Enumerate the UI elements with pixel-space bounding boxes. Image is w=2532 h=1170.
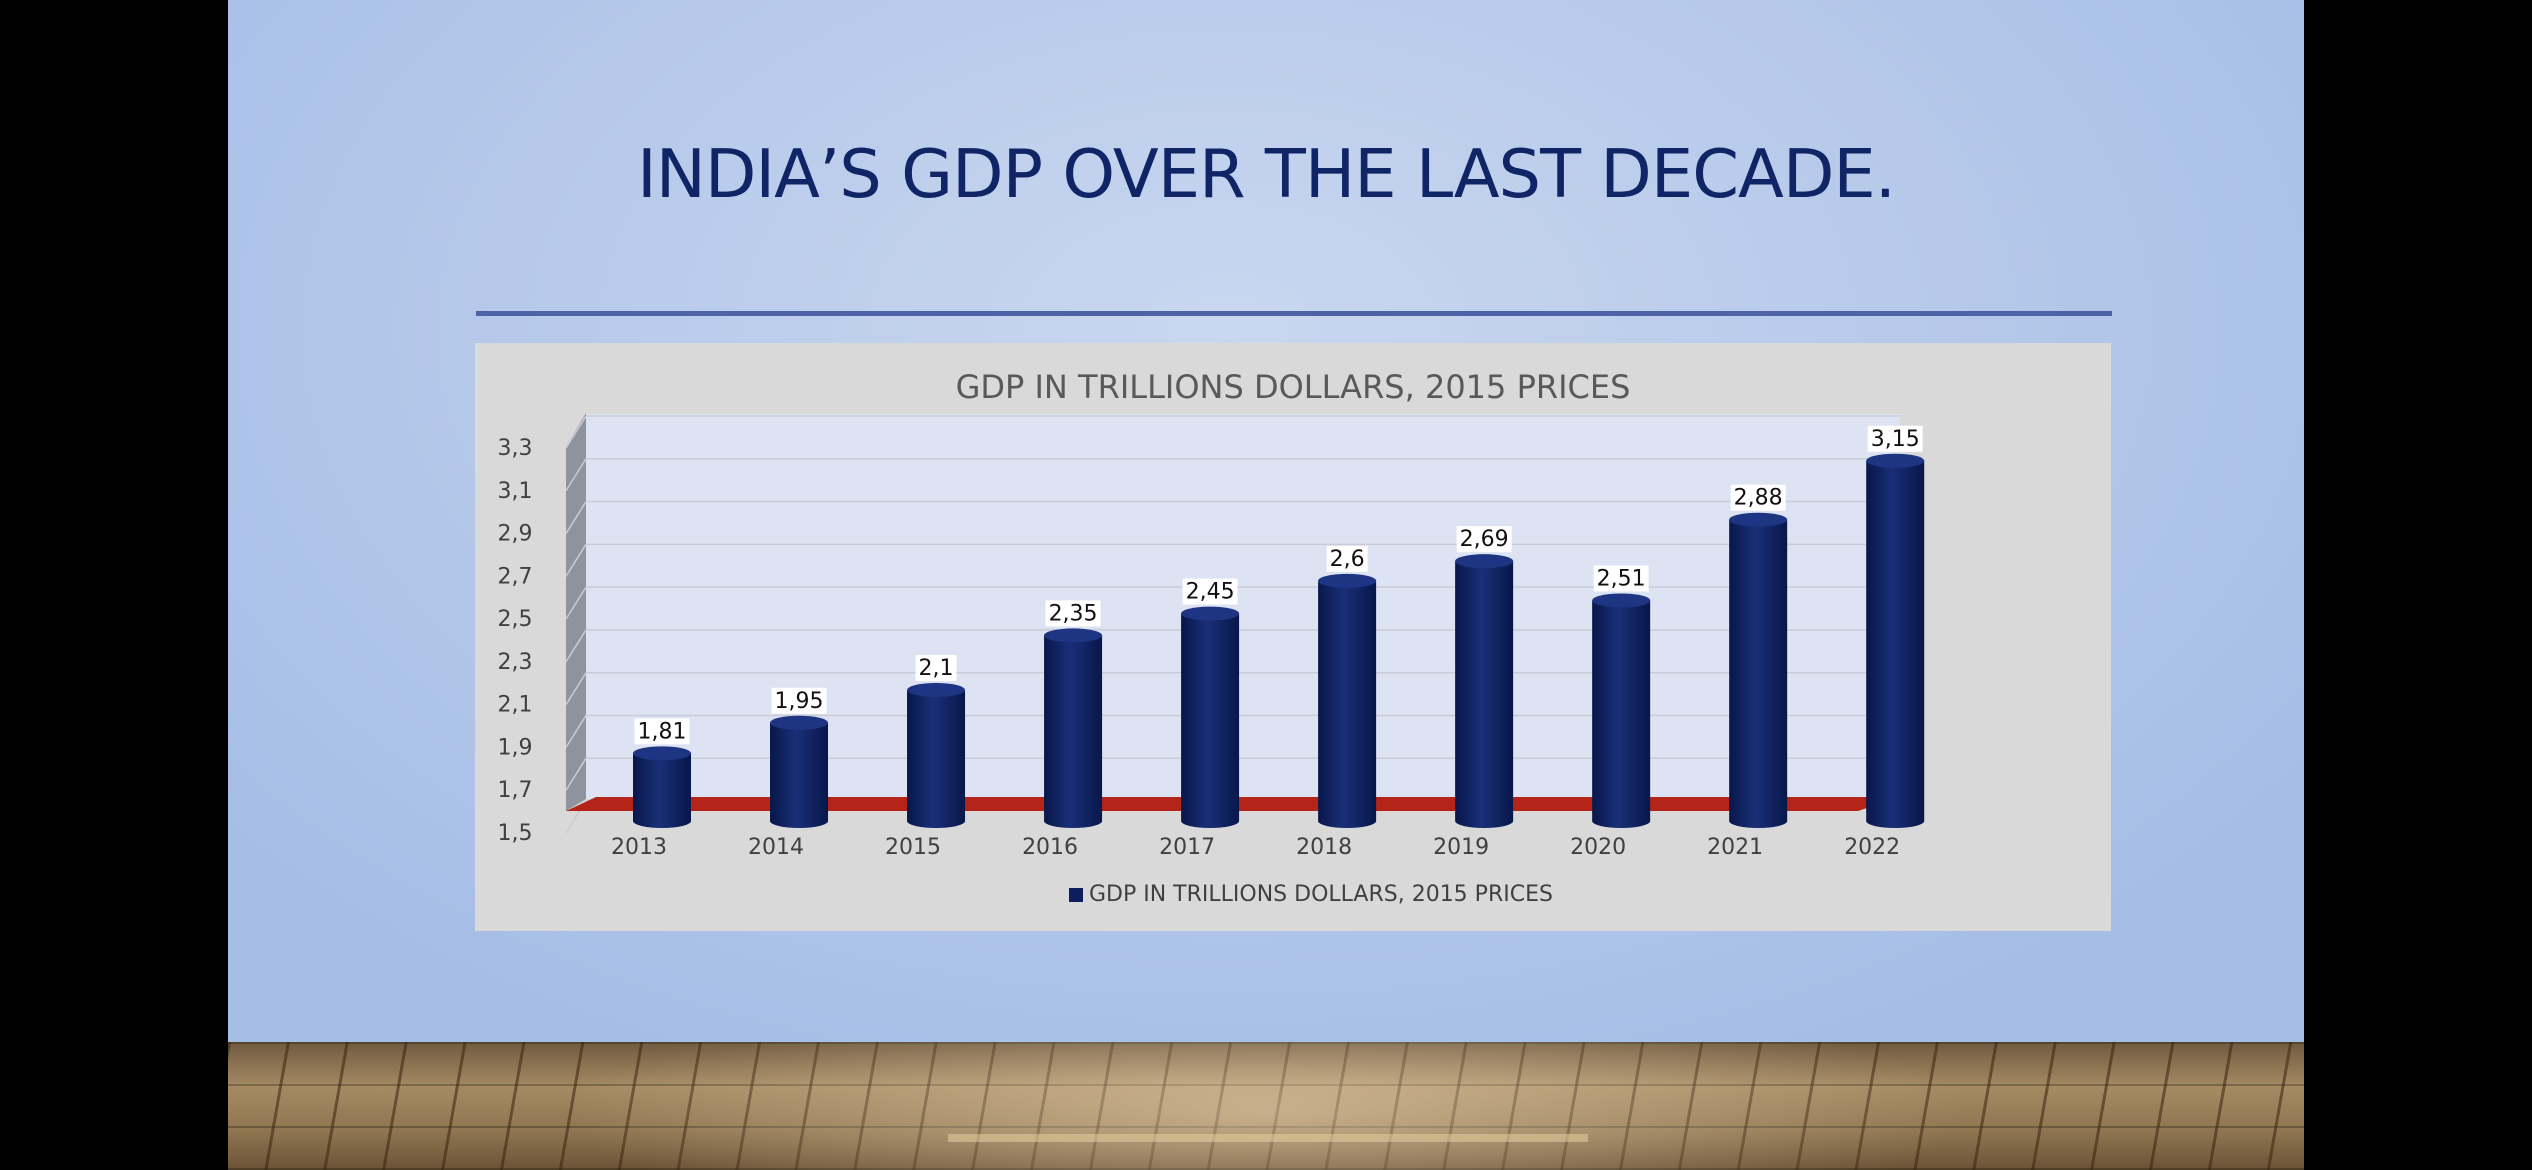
floor-strip <box>948 1134 1588 1142</box>
data-label: 1,95 <box>775 689 824 714</box>
gridline-side <box>565 458 587 492</box>
bar <box>1592 600 1651 829</box>
slide-title: INDIA’S GDP OVER THE LAST DECADE. <box>636 135 1896 213</box>
chart-title: GDP IN TRILLIONS DOLLARS, 2015 PRICES <box>956 368 1631 406</box>
bar <box>770 722 829 829</box>
data-label-bg <box>771 687 827 714</box>
y-tick-label: 2,3 <box>498 650 533 675</box>
gdp-bar-chart: GDP IN TRILLIONS DOLLARS, 2015 PRICES 1,… <box>498 368 1925 907</box>
bar <box>633 753 691 828</box>
bar-top <box>1729 512 1788 527</box>
title-divider <box>476 311 2112 316</box>
data-label-bg <box>1867 425 1923 452</box>
bar <box>1729 519 1788 829</box>
bar-top <box>1866 453 1925 468</box>
data-label: 2,88 <box>1734 486 1783 511</box>
x-tick-label: 2014 <box>748 835 804 860</box>
legend: GDP IN TRILLIONS DOLLARS, 2015 PRICES <box>1069 882 1553 907</box>
bar <box>907 690 966 829</box>
legend-label: GDP IN TRILLIONS DOLLARS, 2015 PRICES <box>1089 882 1553 907</box>
y-tick-label: 2,7 <box>498 564 533 589</box>
floor-highlight <box>228 1042 2304 1170</box>
gridline-side <box>565 672 587 706</box>
data-label: 2,6 <box>1330 547 1365 572</box>
bar <box>1044 635 1103 829</box>
plot-side-wall <box>566 413 586 811</box>
x-tick-label: 2018 <box>1296 835 1352 860</box>
y-tick-label: 2,1 <box>498 693 533 718</box>
legend-swatch <box>1069 888 1083 902</box>
bar <box>1181 613 1240 829</box>
y-tick-label: 3,1 <box>498 479 533 504</box>
bar <box>1866 460 1925 829</box>
bar-top <box>770 715 829 730</box>
data-label-bg <box>1182 578 1238 605</box>
bar-top <box>1181 606 1240 621</box>
data-label-bg <box>634 718 690 745</box>
data-label: 2,1 <box>919 656 954 681</box>
bar <box>1455 561 1514 828</box>
gridline-side <box>565 757 587 791</box>
x-tick-label: 2013 <box>611 835 667 860</box>
wooden-floor <box>228 1042 2304 1170</box>
gridline-side <box>565 415 587 449</box>
gridline-side <box>565 715 587 748</box>
bar-top <box>1455 554 1514 569</box>
chart-panel: GDP IN TRILLIONS DOLLARS, 2015 PRICES 1,… <box>475 343 2111 931</box>
bar-top <box>907 683 966 697</box>
data-label-bg <box>915 655 957 681</box>
x-tick-label: 2015 <box>885 835 941 860</box>
y-tick-label: 1,9 <box>498 735 533 760</box>
data-label-bg <box>1045 600 1101 627</box>
gridline-side <box>565 586 587 620</box>
bar-top <box>1318 573 1377 588</box>
bar-top <box>1592 593 1651 608</box>
bar-top <box>1044 628 1103 643</box>
data-label: 2,51 <box>1597 566 1646 591</box>
data-label: 3,15 <box>1871 427 1920 452</box>
data-label-bg <box>1326 545 1368 572</box>
data-label-bg <box>1593 565 1649 592</box>
data-label-bg <box>1730 484 1786 511</box>
x-tick-label: 2019 <box>1433 835 1489 860</box>
plot-area: 1,5 1,7 1,9 2,1 2,3 2,5 2,7 2,9 3,1 3,3 1,81 2013 1,… <box>498 413 1925 860</box>
gridline-side <box>565 543 587 577</box>
bar <box>1318 580 1377 829</box>
data-label-bg <box>1456 526 1512 553</box>
y-tick-label: 2,5 <box>498 607 533 632</box>
y-tick-label: 1,7 <box>498 778 533 803</box>
bar-top <box>633 746 691 761</box>
slide: INDIA’S GDP OVER THE LAST DECADE. GDP IN… <box>228 0 2304 1170</box>
x-tick-label: 2016 <box>1022 835 1078 860</box>
gridline-side <box>565 629 587 663</box>
x-tick-label: 2022 <box>1844 835 1900 860</box>
data-label: 2,35 <box>1049 601 1098 626</box>
gridline-side <box>565 501 587 534</box>
y-tick-label: 1,5 <box>498 821 533 846</box>
x-tick-label: 2017 <box>1159 835 1215 860</box>
data-label: 1,81 <box>638 719 687 744</box>
data-label: 2,45 <box>1186 580 1235 605</box>
x-tick-label: 2020 <box>1570 835 1626 860</box>
x-tick-label: 2021 <box>1707 835 1763 860</box>
data-label: 2,69 <box>1460 527 1509 552</box>
y-tick-label: 3,3 <box>498 436 533 461</box>
y-tick-label: 2,9 <box>498 522 533 547</box>
